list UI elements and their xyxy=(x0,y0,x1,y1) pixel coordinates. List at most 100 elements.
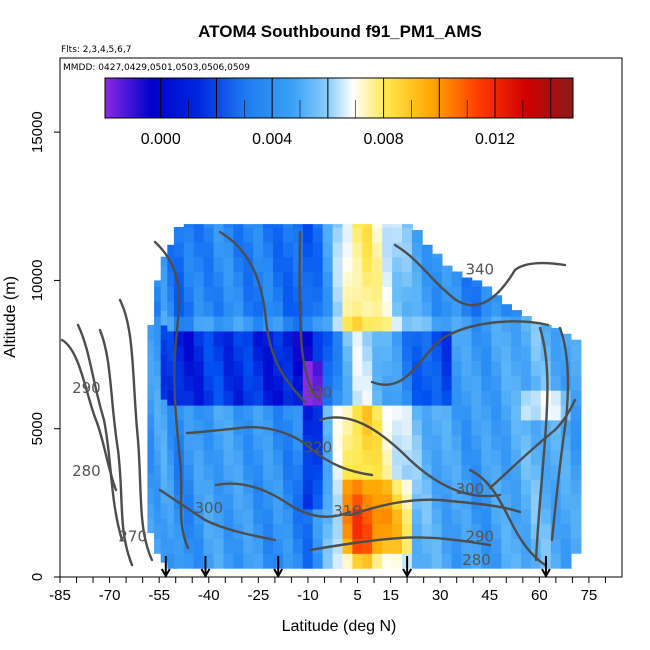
heatmap-cell xyxy=(342,419,354,436)
heatmap-cell xyxy=(352,286,364,302)
heatmap-cell xyxy=(342,224,354,228)
heatmap-cell xyxy=(352,538,364,554)
heatmap-cell xyxy=(402,538,413,554)
heatmap-cell xyxy=(233,538,245,554)
heatmap-cell xyxy=(421,419,433,436)
heatmap-cell xyxy=(292,241,304,258)
x-tick-label: -10 xyxy=(297,587,319,604)
heatmap-cell xyxy=(421,301,433,317)
heatmap-cell xyxy=(292,345,304,362)
heatmap-cell xyxy=(167,405,179,421)
heatmap-cell xyxy=(263,256,274,273)
heatmap-cell xyxy=(501,449,512,465)
heatmap-cell xyxy=(342,479,354,495)
heatmap-cell xyxy=(263,508,274,525)
heatmap-cell xyxy=(392,286,403,302)
heatmap-cell xyxy=(501,494,512,510)
colorbar-label: 0.008 xyxy=(364,131,404,148)
heatmap-cell xyxy=(312,301,324,317)
heatmap-cell xyxy=(233,301,245,317)
heatmap-cell xyxy=(213,494,225,510)
heatmap-cell xyxy=(147,339,159,356)
heatmap-cell xyxy=(392,301,403,317)
heatmap-cell xyxy=(203,301,215,317)
heatmap-cell xyxy=(312,330,324,347)
heatmap-cell xyxy=(411,330,423,347)
heatmap-cell xyxy=(263,286,274,302)
contour-line xyxy=(218,230,307,404)
heatmap-cell xyxy=(263,241,274,258)
heatmap-cell xyxy=(312,286,324,302)
heatmap-cell xyxy=(362,241,374,258)
heatmap-cell xyxy=(273,227,284,243)
heatmap-cell xyxy=(441,360,453,376)
heatmap-cell xyxy=(481,553,493,569)
heatmap-cell xyxy=(570,464,582,480)
heatmap-cell xyxy=(382,553,393,569)
heatmap-cell xyxy=(283,390,294,406)
heatmap-cell xyxy=(471,316,483,332)
heatmap-cell xyxy=(402,419,413,436)
heatmap-cell xyxy=(302,553,314,569)
heatmap-cell xyxy=(451,390,463,406)
heatmap-cell xyxy=(560,390,572,406)
heatmap-cell xyxy=(233,449,245,465)
heatmap-cell xyxy=(560,523,572,539)
heatmap-cell xyxy=(530,390,542,406)
heatmap-cell xyxy=(550,405,562,421)
heatmap-cell xyxy=(411,360,423,376)
heatmap-cell xyxy=(421,256,433,273)
heatmap-cell xyxy=(213,508,225,525)
heatmap-cell xyxy=(471,419,483,436)
contour-label: 320 xyxy=(304,438,333,456)
heatmap-cell xyxy=(530,330,542,347)
heatmap-cell xyxy=(203,419,215,436)
heatmap-cell xyxy=(312,419,324,436)
contour-line xyxy=(393,243,567,307)
heatmap-cell xyxy=(392,508,403,525)
heatmap-cell xyxy=(521,419,532,436)
heatmap-cell xyxy=(570,419,582,436)
heatmap-cell xyxy=(362,375,374,391)
heatmap-cell xyxy=(550,390,562,406)
heatmap-cell xyxy=(273,523,284,539)
heatmap-cell xyxy=(372,508,383,525)
heatmap-cell xyxy=(511,434,522,450)
heatmap-cell xyxy=(213,553,225,569)
flights-note: Flts: 2,3,4,5,6,7 xyxy=(61,45,131,55)
heatmap-cell xyxy=(362,271,374,287)
heatmap-cell xyxy=(431,553,443,569)
heatmap-cell xyxy=(283,464,294,480)
heatmap-cell xyxy=(173,538,185,554)
heatmap-cell xyxy=(471,280,483,287)
heatmap-cell xyxy=(273,224,284,228)
heatmap-cell xyxy=(431,330,443,347)
heatmap-cell xyxy=(382,464,393,480)
contour-line xyxy=(348,498,522,517)
heatmap-cell xyxy=(431,360,443,376)
heatmap-cell xyxy=(253,464,264,480)
flight-arrow xyxy=(541,556,551,579)
heatmap-cell xyxy=(173,464,185,480)
heatmap-cell xyxy=(451,375,463,391)
heatmap-cell xyxy=(322,449,334,465)
heatmap-cell xyxy=(342,271,354,287)
heatmap-cell xyxy=(471,434,483,450)
heatmap-cell xyxy=(421,538,433,554)
heatmap-cell xyxy=(302,538,314,554)
heatmap-cell xyxy=(511,390,522,406)
colorbar-ticks: 0.000 0.004 0.008 0.012 xyxy=(141,78,552,148)
heatmap-cell xyxy=(332,345,344,362)
heatmap-cell xyxy=(382,508,393,525)
heatmap-cell xyxy=(382,316,393,332)
heatmap-cell xyxy=(481,434,493,450)
heatmap-cell xyxy=(223,360,235,376)
heatmap-cell xyxy=(223,375,235,391)
contour-label: 290 xyxy=(72,379,101,397)
heatmap-cell xyxy=(521,449,532,465)
heatmap-cell xyxy=(431,479,443,495)
heatmap-cell xyxy=(263,271,274,287)
heatmap-cell xyxy=(332,271,344,287)
heatmap-cell xyxy=(352,256,364,273)
heatmap-cell xyxy=(461,345,473,362)
